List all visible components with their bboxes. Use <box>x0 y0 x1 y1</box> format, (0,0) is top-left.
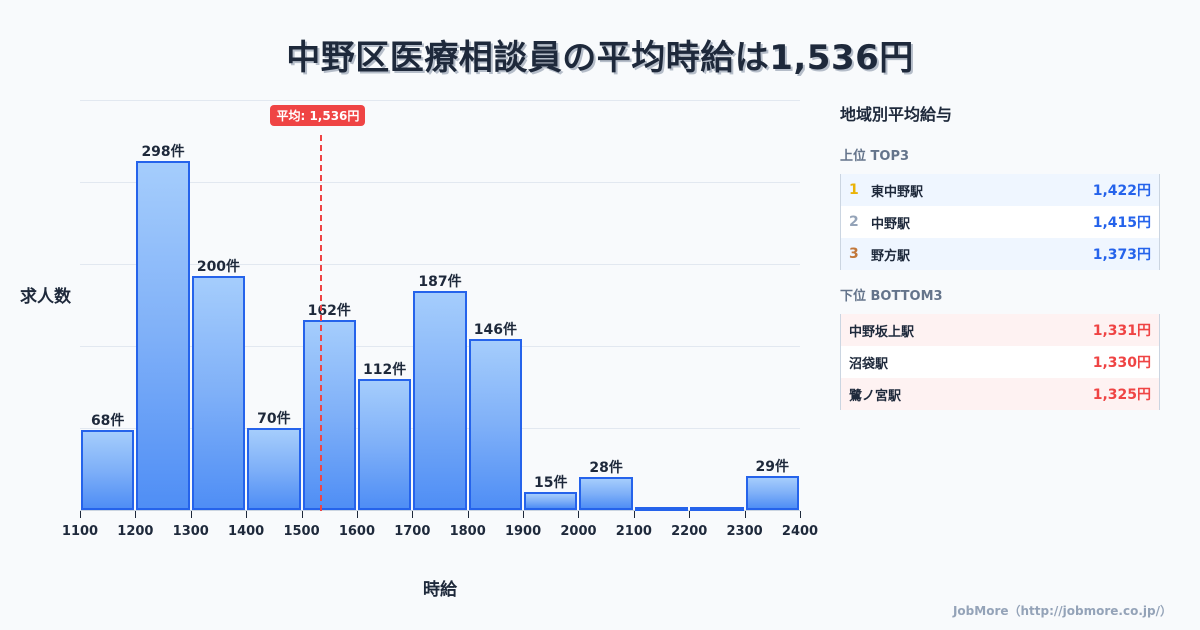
x-tick-label: 2000 <box>560 524 597 539</box>
histogram-bar <box>634 507 689 511</box>
station-name: 中野坂上駅 <box>849 324 915 340</box>
salary-value: 1,331円 <box>1092 323 1151 339</box>
bar-value-label: 70件 <box>257 411 291 427</box>
histogram-bar <box>81 430 135 510</box>
bar-value-label: 146件 <box>473 321 517 338</box>
rank-number: 3 <box>849 246 859 262</box>
bar-value-label: 68件 <box>90 413 125 430</box>
x-tick-label: 2400 <box>781 524 819 539</box>
top-section-title: 上位 TOP3 <box>840 149 910 164</box>
salary-value: 1,373円 <box>1092 247 1151 263</box>
x-tick-label: 1300 <box>172 524 209 539</box>
x-tick <box>744 511 746 518</box>
list-item: 3 野方駅 1,373円 <box>841 238 1159 270</box>
x-tick <box>578 511 580 518</box>
x-tick <box>246 511 248 518</box>
list-item: 鷺ノ宮駅 1,325円 <box>841 378 1159 410</box>
bar-value-label: 29件 <box>755 459 790 476</box>
x-tick-label: 2200 <box>671 524 708 539</box>
x-tick-label: 1100 <box>61 524 99 539</box>
list-item: 沼袋駅 1,330円 <box>841 346 1159 378</box>
x-tick <box>412 511 414 518</box>
station-name: 鷺ノ宮駅 <box>849 388 902 404</box>
x-tick <box>301 511 303 518</box>
x-tick <box>633 511 635 518</box>
bar-value-label: 200件 <box>196 258 241 275</box>
bottom-section-title: 下位 BOTTOM3 <box>840 289 943 304</box>
x-tick <box>80 511 81 518</box>
panel-title: 地域別平均給与 <box>840 105 953 124</box>
x-tick <box>467 511 469 518</box>
histogram-bar <box>302 320 356 510</box>
list-item: 1 東中野駅 1,422円 <box>841 174 1159 206</box>
bar-value-label: 298件 <box>141 143 185 160</box>
station-name: 中野駅 <box>871 216 911 232</box>
histogram-bar <box>745 476 799 510</box>
bar-value-label: 28件 <box>589 460 623 477</box>
station-name: 沼袋駅 <box>849 356 889 372</box>
salary-value: 1,415円 <box>1092 215 1151 231</box>
bottom-list: 中野坂上駅 1,331円 沼袋駅 1,330円 鷺ノ宮駅 1,325円 <box>840 314 1160 410</box>
list-item: 中野坂上駅 1,331円 <box>841 314 1159 346</box>
histogram-bar <box>136 160 190 510</box>
histogram-bar <box>579 477 633 510</box>
histogram-bar <box>247 428 301 510</box>
x-tick-label: 1400 <box>228 524 265 539</box>
x-tick <box>800 511 801 518</box>
gridline <box>80 264 800 265</box>
y-axis-label: 求人数 <box>20 287 71 307</box>
x-tick-label: 1700 <box>394 524 431 539</box>
regional-salary-panel: 地域別平均給与 上位 TOP3 1 東中野駅 1,422円 2 中野駅 1,41… <box>840 100 1160 410</box>
x-tick <box>356 511 358 518</box>
rank-number: 1 <box>849 182 859 198</box>
page-title: 中野区医療相談員の平均時給は1,536円 <box>286 38 914 78</box>
x-axis-line <box>80 510 800 511</box>
histogram-bar <box>524 492 578 510</box>
bar-value-label: 112件 <box>362 361 407 378</box>
bar-value-label: 162件 <box>307 303 351 320</box>
x-tick-label: 1200 <box>117 524 154 539</box>
x-tick-label: 1600 <box>338 524 376 539</box>
x-tick-label: 1500 <box>283 524 320 539</box>
gridline <box>80 100 800 101</box>
histogram-chart: 68件 298件 200件 70件 162件 112件 187件 146件 15件 28件 29件 … <box>20 100 818 600</box>
salary-value: 1,330円 <box>1092 355 1151 371</box>
station-name: 東中野駅 <box>871 184 924 200</box>
x-tick <box>190 511 192 518</box>
histogram-bar <box>468 338 523 510</box>
bar-value-label: 15件 <box>534 475 568 492</box>
gridline <box>80 182 800 183</box>
top-list: 1 東中野駅 1,422円 2 中野駅 1,415円 3 野方駅 1,373円 <box>840 174 1160 270</box>
x-tick-label: 2300 <box>726 524 763 539</box>
x-tick <box>523 511 525 518</box>
mean-line <box>320 135 323 511</box>
rank-number: 2 <box>849 214 859 230</box>
bar-value-label: 187件 <box>418 273 462 290</box>
histogram-bar <box>690 507 744 511</box>
histogram-bar <box>357 378 412 510</box>
list-item: 2 中野駅 1,415円 <box>841 206 1159 238</box>
x-tick-label: 1800 <box>449 524 486 539</box>
x-axis-label: 時給 <box>423 580 457 600</box>
x-tick <box>135 511 137 518</box>
salary-value: 1,325円 <box>1092 387 1151 403</box>
salary-value: 1,422円 <box>1092 183 1151 199</box>
histogram-bar <box>191 275 246 510</box>
footer-credit: JobMore（http://jobmore.co.jp/） <box>952 604 1172 618</box>
station-name: 野方駅 <box>871 248 911 264</box>
histogram-bar <box>413 290 467 510</box>
mean-badge: 平均: 1,536円 <box>270 105 366 126</box>
x-tick <box>689 511 691 518</box>
x-tick-label: 2100 <box>615 524 652 539</box>
x-tick-label: 1900 <box>504 524 542 539</box>
